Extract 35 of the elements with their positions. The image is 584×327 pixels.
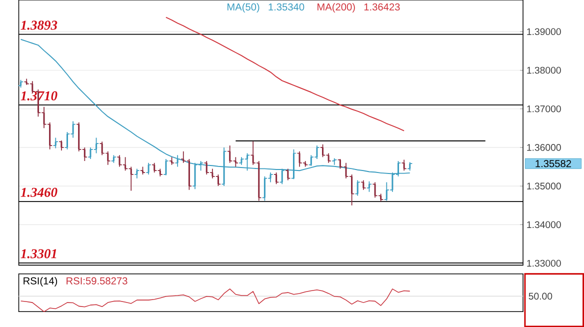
y-tick-label: 1.39000 — [527, 28, 561, 35]
y-tick-label: 1.37000 — [527, 105, 561, 112]
y-tick-label: 1.38000 — [527, 66, 561, 74]
ref-line-label: 1.3460 — [20, 188, 58, 197]
candlestick — [110, 154, 116, 164]
annotation: 1.36423 — [364, 3, 400, 10]
text: MA(50) — [228, 3, 260, 12]
text: 50.00 — [528, 292, 552, 300]
candlestick — [354, 180, 360, 196]
candlestick — [274, 172, 280, 185]
candlestick — [366, 180, 372, 192]
text: RSI:59.58273 — [66, 277, 128, 284]
candlestick — [58, 140, 64, 151]
candlestick — [407, 162, 413, 171]
ref-line-label: 1.3301 — [20, 249, 56, 258]
y-tick-label: 1.35000 — [527, 182, 561, 190]
candlestick — [285, 168, 291, 181]
text: MA(200) — [318, 3, 355, 12]
candlestick — [360, 180, 366, 190]
annotation: 1.35340 — [268, 3, 304, 10]
y-tick-label: 1.34000 — [527, 221, 561, 228]
candlestick — [134, 168, 140, 179]
text: 1.35582 — [536, 160, 571, 168]
ref-line-label: 1.3893 — [20, 20, 58, 30]
candlestick — [401, 159, 407, 171]
candlestick — [52, 137, 58, 149]
chart-title: RSI(14) — [24, 276, 58, 286]
candlestick — [163, 158, 169, 176]
y-tick-label: 1.36000 — [527, 144, 561, 151]
candlestick — [18, 79, 24, 88]
candlestick — [146, 162, 152, 175]
candlestick — [140, 166, 146, 175]
candlestick — [174, 154, 180, 168]
candlestick — [169, 156, 175, 166]
y-tick-label: 1.33000 — [527, 260, 561, 267]
